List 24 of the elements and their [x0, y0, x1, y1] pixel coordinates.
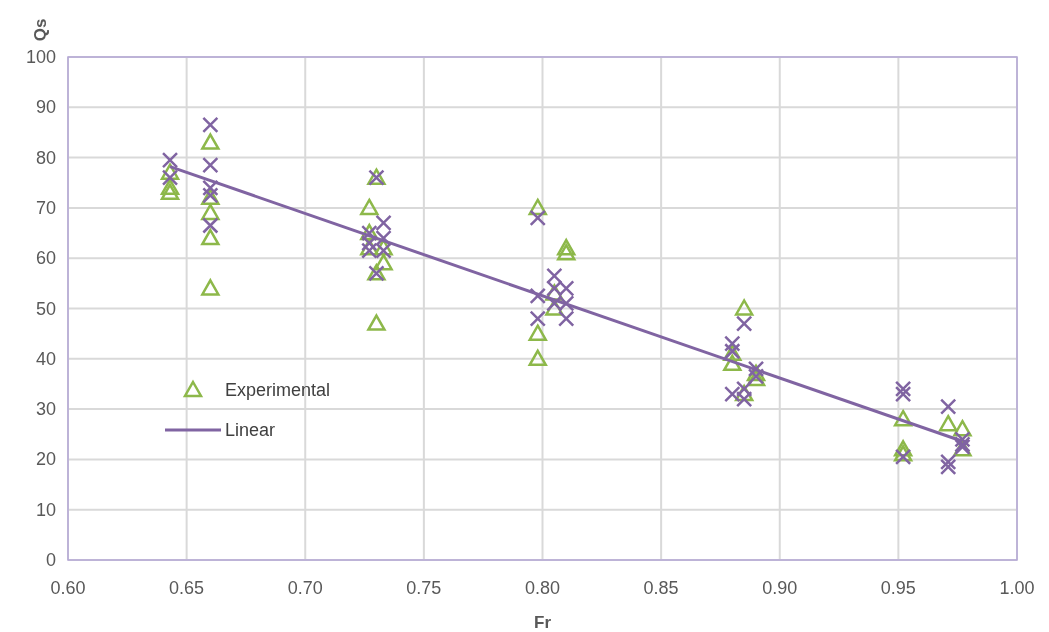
x-axis-title: Fr [534, 613, 552, 632]
x-tick-label: 1.00 [999, 578, 1035, 598]
x-tick-label: 0.70 [287, 578, 323, 598]
y-tick-label: 50 [35, 298, 56, 319]
y-tick-label: 10 [35, 499, 56, 520]
x-tick-label: 0.65 [169, 578, 205, 598]
y-tick-label: 80 [35, 147, 56, 168]
x-tick-label: 0.60 [50, 578, 86, 598]
y-tick-label: 90 [35, 97, 56, 118]
y-tick-label: 60 [35, 248, 56, 269]
y-tick-label: 40 [35, 348, 56, 369]
y-tick-label: 20 [35, 449, 56, 470]
x-tick-label: 0.75 [406, 578, 442, 598]
x-tick-label: 0.80 [524, 578, 561, 598]
y-tick-label: 30 [35, 399, 56, 420]
legend-label: Experimental [225, 380, 331, 400]
x-tick-label: 0.95 [880, 578, 916, 598]
y-tick-label: 70 [35, 197, 56, 218]
y-axis-title: Qs [31, 18, 50, 42]
y-tick-label: 100 [25, 47, 56, 67]
x-tick-label: 0.90 [762, 578, 798, 598]
legend-label: Linear [225, 420, 276, 440]
y-tick-label: 0 [45, 550, 56, 570]
x-tick-label: 0.85 [643, 578, 679, 598]
